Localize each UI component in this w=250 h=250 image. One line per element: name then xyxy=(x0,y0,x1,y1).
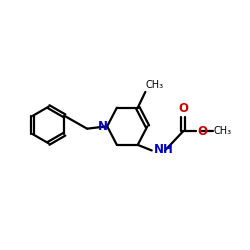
Text: O: O xyxy=(178,102,188,115)
Text: CH₃: CH₃ xyxy=(213,126,232,136)
Text: NH: NH xyxy=(154,144,174,156)
Text: N: N xyxy=(98,120,108,133)
Text: CH₃: CH₃ xyxy=(146,80,164,90)
Text: O: O xyxy=(198,125,208,138)
